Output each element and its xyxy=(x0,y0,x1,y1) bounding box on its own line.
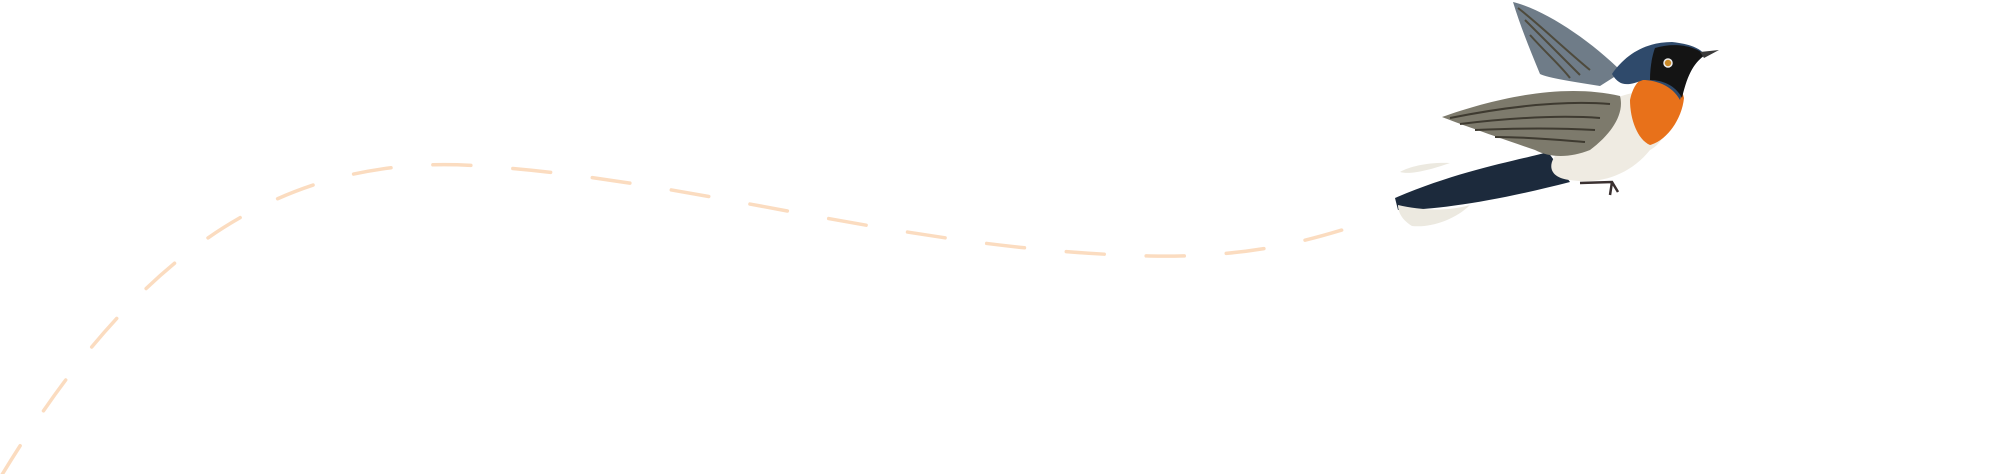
bird-lower-wing xyxy=(1442,90,1621,156)
bird-throat xyxy=(1630,76,1684,145)
bird-tail xyxy=(1395,152,1570,210)
bird-feet xyxy=(1579,180,1620,196)
bird-eye xyxy=(1663,58,1673,68)
flight-path-dashed-line xyxy=(0,163,1357,474)
bird-icon xyxy=(1395,2,1719,227)
bird-upper-wing xyxy=(1513,2,1622,86)
bird-beak xyxy=(1700,50,1719,58)
bird-tail-tips xyxy=(1398,162,1470,227)
